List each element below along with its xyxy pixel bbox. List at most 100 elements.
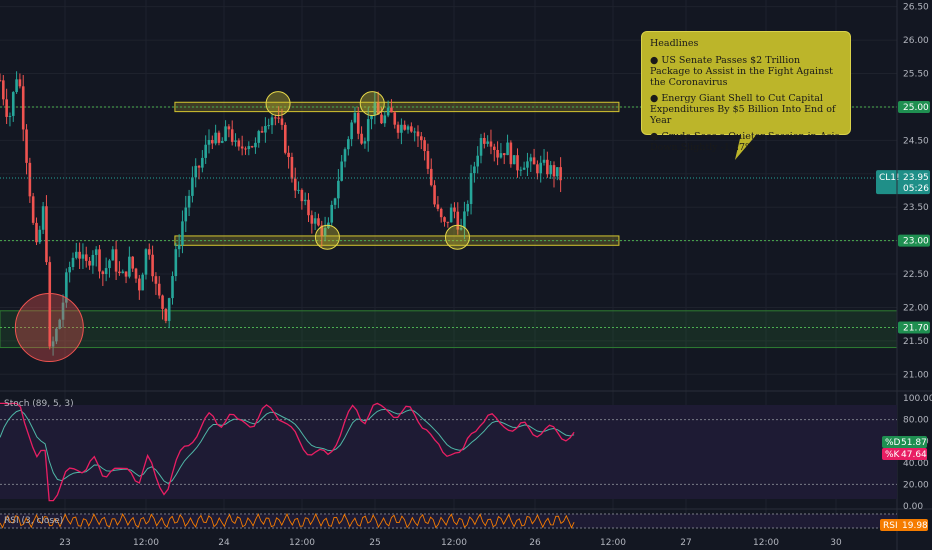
- candle-body: [483, 138, 486, 144]
- time-tick-label: 30: [830, 538, 842, 548]
- candle-body: [264, 125, 267, 133]
- level-tag: [898, 100, 930, 113]
- time-tick-label: 23: [59, 538, 70, 548]
- rsi-line: [0, 512, 575, 529]
- candle-body: [473, 166, 476, 174]
- time-tick-label: 26: [529, 538, 541, 548]
- stoch-grid: [0, 419, 897, 485]
- candle-body: [317, 218, 320, 226]
- candle-body: [234, 140, 237, 142]
- candle-body: [0, 80, 2, 82]
- candle-body: [25, 129, 28, 163]
- candle-body: [131, 256, 134, 269]
- candle-body: [416, 131, 420, 137]
- time-axis[interactable]: 23 12:00 24 12:00 25 12:00 26 12:00 27 12:00 30: [59, 538, 842, 548]
- candle-body: [197, 165, 201, 168]
- price-tick-label: 26.00: [903, 36, 929, 46]
- candle-body: [181, 221, 184, 246]
- candle-body: [512, 155, 516, 165]
- candle-body: [74, 251, 78, 258]
- candle-body: [549, 165, 552, 175]
- stoch-k-tag-value: 47.64: [901, 450, 927, 460]
- level-tag: [898, 234, 930, 247]
- candle-body: [280, 118, 284, 125]
- candle-body: [134, 268, 138, 279]
- candle-body: [310, 215, 314, 224]
- candle-body: [217, 132, 221, 143]
- stoch-tick-label: 0.00: [903, 502, 923, 512]
- candle-body: [194, 165, 198, 178]
- time-tick-label: 12:00: [753, 538, 779, 548]
- stoch-k-tag: %K 47.64: [882, 448, 927, 460]
- candle-body: [254, 142, 257, 148]
- candle-body: [207, 139, 211, 145]
- candle-body: [363, 141, 367, 144]
- candle-body: [154, 276, 158, 284]
- candle-body: [559, 167, 562, 181]
- candle-body: [177, 245, 181, 250]
- candle-body: [396, 124, 400, 133]
- candle-body: [84, 254, 88, 261]
- price-tick-label: 22.50: [903, 270, 929, 280]
- candle-body: [21, 86, 25, 130]
- time-tick-label: 12:00: [133, 538, 159, 548]
- rsi-tag-value: 19.98: [902, 521, 928, 531]
- candles: [0, 71, 562, 356]
- candle-body: [164, 308, 168, 321]
- candle-body: [522, 167, 526, 170]
- candle-body: [300, 189, 304, 202]
- candle-body: [28, 162, 32, 197]
- candle-body: [476, 155, 479, 167]
- candle-body: [516, 155, 519, 171]
- candle-body: [449, 207, 453, 223]
- candle-body: [274, 117, 277, 119]
- candle-body: [546, 159, 549, 175]
- price-levels: [0, 106, 897, 329]
- candle-body: [469, 173, 473, 204]
- candle-body: [456, 211, 460, 230]
- candle-body: [147, 249, 151, 255]
- candle-body: [41, 206, 45, 230]
- candle-body: [104, 268, 108, 275]
- candle-body: [108, 260, 111, 269]
- rsi-label[interactable]: RSI (3, close): [4, 516, 63, 526]
- candle-body: [293, 178, 297, 191]
- candle-body: [191, 177, 194, 196]
- candle-body: [340, 161, 343, 181]
- candle-body: [410, 126, 413, 132]
- candle-body: [330, 204, 334, 223]
- candle-body: [204, 144, 207, 158]
- candle-body: [463, 211, 466, 229]
- candle-body: [556, 167, 559, 177]
- candle-body: [144, 249, 148, 275]
- candle-body: [439, 208, 443, 218]
- candle-body: [211, 139, 214, 144]
- candle-body: [270, 117, 274, 126]
- candle-body: [353, 112, 357, 123]
- candle-body: [124, 271, 128, 277]
- candle-body: [489, 141, 493, 147]
- stoch-d-tag-value: 51.87: [901, 438, 927, 448]
- candle-body: [290, 156, 294, 179]
- marker-circle: [359, 91, 385, 117]
- countdown-label: 05:26: [903, 184, 929, 194]
- candle-body: [509, 142, 513, 165]
- stoch-tick-label: 20.00: [903, 480, 929, 490]
- candle-body: [257, 131, 261, 143]
- pattern-markers: [14, 91, 470, 363]
- headlines-callout: Headlines ● US Senate Passes $2 Trillion…: [641, 31, 851, 153]
- price-tick-label: 23.50: [903, 203, 929, 213]
- stoch-d-tag: %D 51.87: [882, 436, 927, 448]
- price-tick-label: 26.50: [903, 3, 929, 13]
- candle-body: [347, 139, 350, 150]
- candle-body: [260, 131, 264, 133]
- candle-body: [486, 141, 489, 144]
- candle-body: [78, 251, 81, 259]
- candle-body: [244, 148, 247, 150]
- stoch-tick-label: 100.00: [903, 394, 932, 404]
- candle-body: [15, 79, 18, 93]
- stoch-k-line: [0, 402, 575, 502]
- stoch-label[interactable]: Stoch (89, 5, 3): [4, 399, 74, 409]
